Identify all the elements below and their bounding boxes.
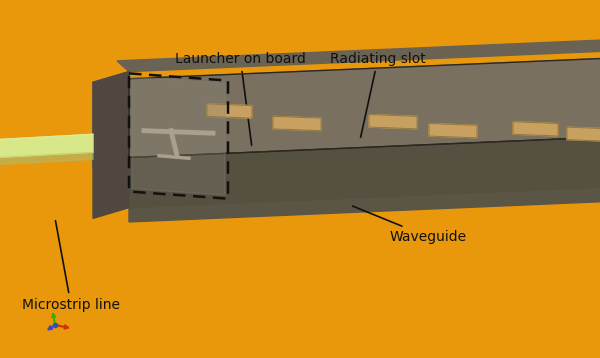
Polygon shape	[132, 77, 225, 195]
Polygon shape	[129, 186, 600, 222]
Polygon shape	[513, 122, 558, 136]
Text: Radiating slot: Radiating slot	[330, 52, 426, 137]
Polygon shape	[93, 72, 129, 218]
Text: Launcher on board: Launcher on board	[175, 52, 306, 145]
Polygon shape	[207, 104, 252, 118]
Text: Microstrip line: Microstrip line	[22, 221, 120, 312]
Polygon shape	[93, 72, 129, 168]
Polygon shape	[129, 136, 600, 208]
Polygon shape	[129, 57, 600, 158]
Polygon shape	[429, 124, 477, 138]
Polygon shape	[0, 134, 93, 159]
Polygon shape	[0, 153, 93, 166]
Polygon shape	[117, 39, 600, 72]
Polygon shape	[273, 116, 321, 131]
Polygon shape	[567, 127, 600, 141]
Polygon shape	[369, 115, 417, 129]
Text: Waveguide: Waveguide	[353, 206, 467, 244]
